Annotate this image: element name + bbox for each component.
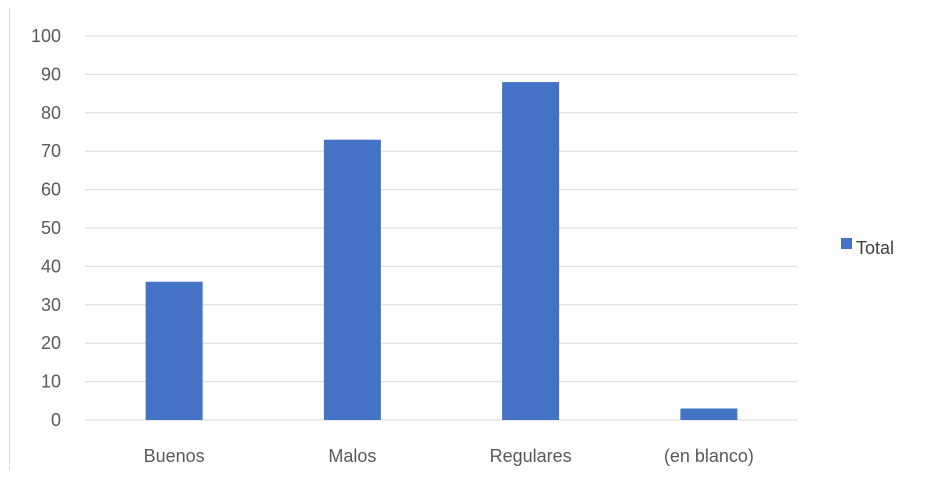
y-tick-label: 80 bbox=[41, 103, 61, 123]
y-tick-label: 0 bbox=[51, 410, 61, 430]
y-tick-label: 60 bbox=[41, 180, 61, 200]
legend: Total bbox=[841, 238, 894, 258]
y-tick-label: 40 bbox=[41, 256, 61, 276]
chart-left-border bbox=[9, 8, 10, 470]
y-tick-label: 20 bbox=[41, 333, 61, 353]
bar-buenos bbox=[145, 281, 203, 420]
y-tick-label: 70 bbox=[41, 141, 61, 161]
legend-label-total: Total bbox=[856, 238, 894, 258]
y-tick-label: 90 bbox=[41, 64, 61, 84]
y-tick-label: 10 bbox=[41, 372, 61, 392]
x-tick-label: Buenos bbox=[144, 446, 205, 466]
bar-malos bbox=[323, 139, 381, 420]
bars bbox=[145, 82, 738, 420]
x-axis-ticks: Buenos Malos Regulares (en blanco) bbox=[144, 446, 754, 466]
bar-en-blanco bbox=[680, 408, 738, 420]
y-tick-label: 30 bbox=[41, 295, 61, 315]
x-tick-label: Regulares bbox=[490, 446, 572, 466]
y-tick-label: 50 bbox=[41, 218, 61, 238]
y-tick-label: 100 bbox=[31, 26, 61, 46]
gridlines bbox=[85, 35, 798, 421]
x-tick-label: Malos bbox=[328, 446, 376, 466]
legend-swatch-total bbox=[841, 238, 852, 249]
bar-regulares bbox=[502, 82, 560, 420]
x-tick-label: (en blanco) bbox=[664, 446, 754, 466]
y-axis-ticks: 0 10 20 30 40 50 60 70 80 90 100 bbox=[31, 26, 61, 430]
